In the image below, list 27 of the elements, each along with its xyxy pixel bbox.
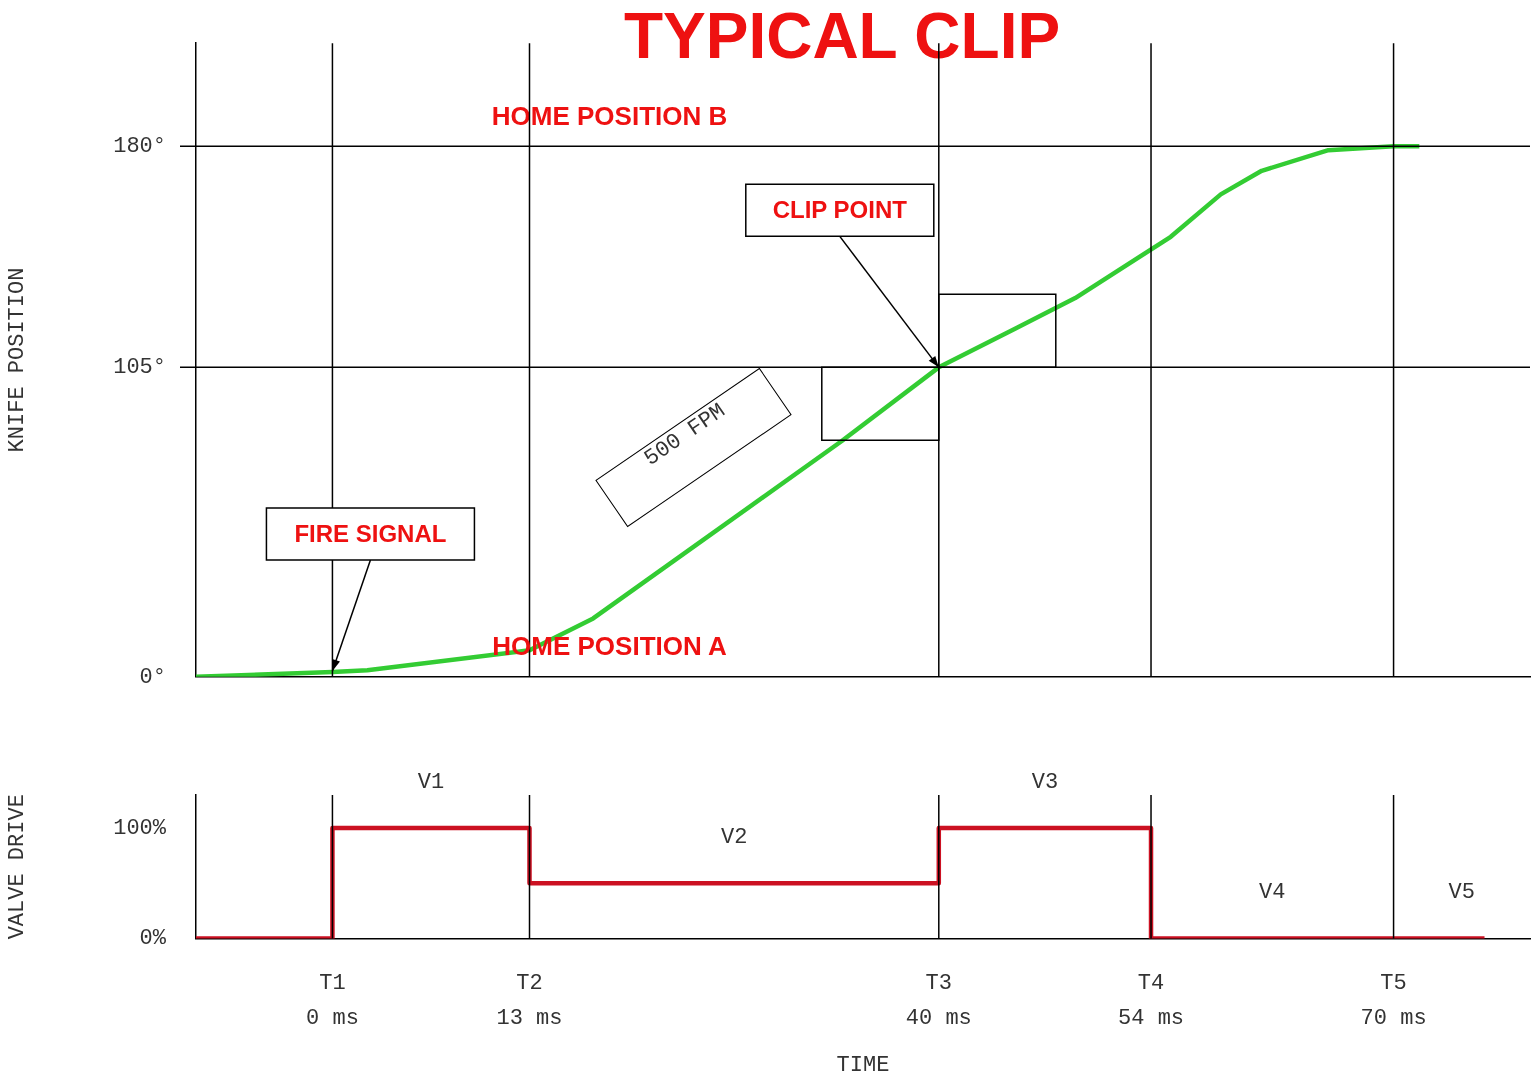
- x-axis-title: TIME: [836, 1052, 890, 1078]
- x-tick-label: 13 ms: [496, 1005, 563, 1031]
- annotation: CLIP POINT: [772, 195, 908, 223]
- y-axis-title: VALVE DRIVE: [5, 794, 31, 940]
- x-tick-label: 40 ms: [905, 1005, 972, 1031]
- y-tick-label: 105°: [113, 355, 166, 381]
- annotation: FIRE SIGNAL: [294, 519, 447, 547]
- y-tick-label: 0%: [139, 926, 167, 952]
- text-box: 500 FPM: [595, 367, 792, 528]
- y-tick-label: 180°: [113, 134, 166, 160]
- y-tick-label: 0°: [139, 664, 166, 690]
- x-tick-label: 54 ms: [1118, 1005, 1185, 1031]
- x-tick-label: 0 ms: [306, 1005, 359, 1031]
- x-tick-label: 70 ms: [1360, 1005, 1427, 1031]
- ref-line-label: T4: [1137, 971, 1165, 997]
- annotation: V5: [1448, 880, 1475, 906]
- ref-line-label: T2: [516, 971, 543, 997]
- chart-title: TYPICAL CLIP: [622, 0, 1062, 72]
- annotation: V4: [1259, 880, 1286, 906]
- ref-line-label: T3: [925, 971, 952, 997]
- ref-line-label: T1: [319, 971, 346, 997]
- annotation: V2: [720, 825, 748, 851]
- y-tick-label: 100%: [113, 815, 167, 841]
- annotation: V3: [1031, 769, 1059, 795]
- annotation: V1: [417, 769, 445, 795]
- y-axis-title: KNIFE POSITION: [5, 267, 31, 453]
- ref-line-label: T5: [1380, 971, 1407, 997]
